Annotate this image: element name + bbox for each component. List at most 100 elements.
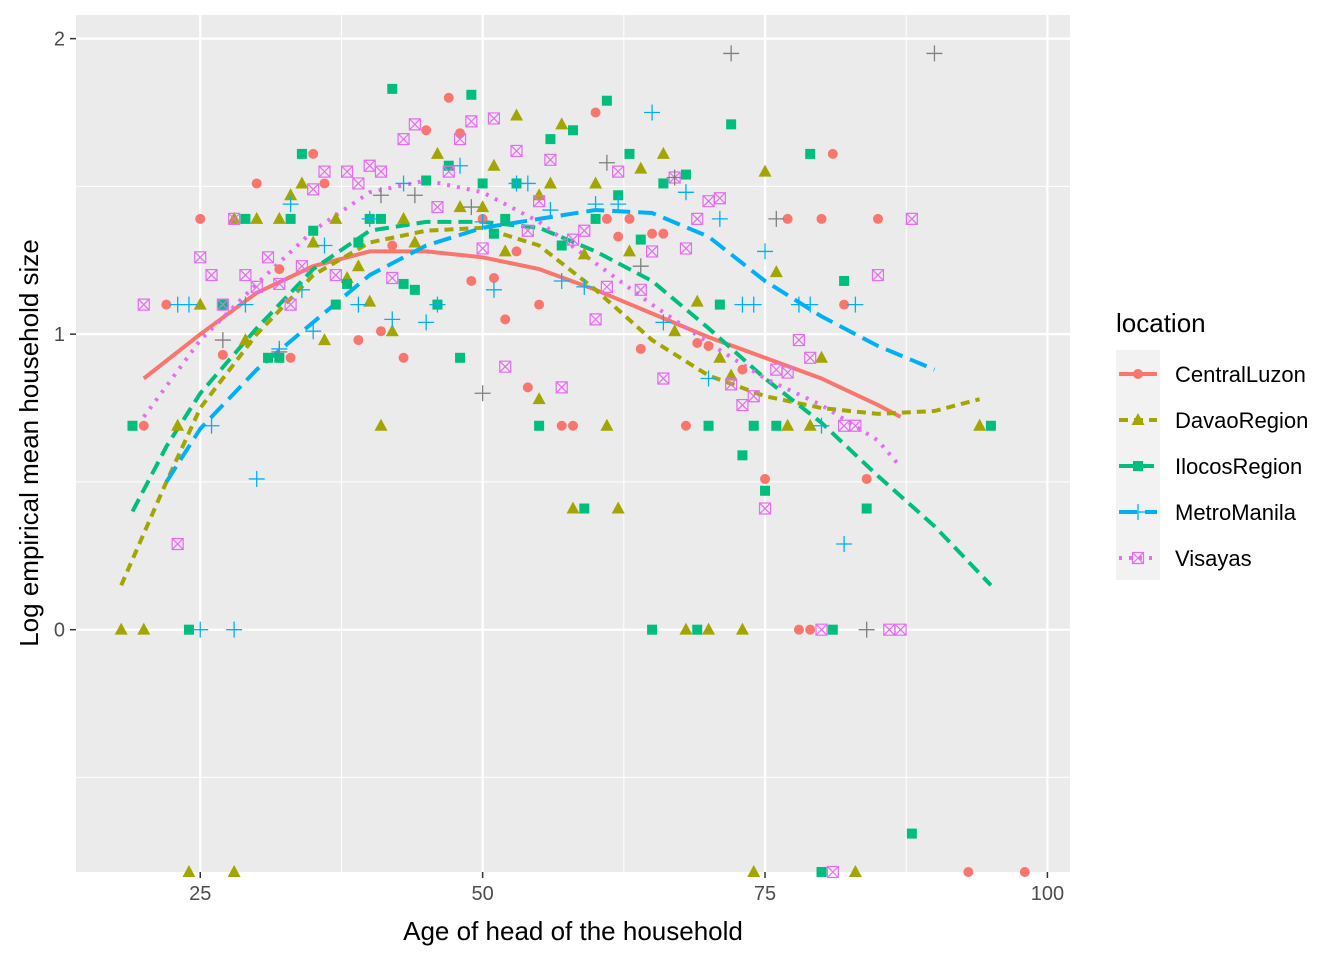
point-centralluzon <box>285 352 296 363</box>
legend-label: IlocosRegion <box>1175 454 1302 479</box>
y-axis-label: Log empirical mean household size <box>14 239 44 647</box>
point-davaoregion <box>656 146 670 159</box>
point-metromanila <box>519 175 536 192</box>
point-metromanila <box>700 370 717 387</box>
point-davaoregion <box>453 200 467 213</box>
point-visayas <box>645 245 659 258</box>
point-centralluzon <box>861 473 872 484</box>
point-unlabeled <box>723 45 740 62</box>
point-ilocosregion <box>488 228 499 239</box>
point-ilocosregion <box>240 213 251 224</box>
point-visayas <box>261 251 275 264</box>
point-ilocosregion <box>985 420 996 431</box>
point-ilocosregion <box>183 624 194 635</box>
point-visayas <box>566 233 580 246</box>
point-centralluzon <box>613 231 624 242</box>
point-metromanila <box>418 314 435 331</box>
point-davaoregion <box>769 265 783 278</box>
point-centralluzon <box>760 473 771 484</box>
point-visayas <box>544 153 557 166</box>
point-centralluzon <box>534 299 545 310</box>
point-ilocosregion <box>545 134 556 145</box>
point-metromanila <box>474 213 491 230</box>
point-visayas <box>792 333 806 347</box>
point-ilocosregion <box>421 175 432 186</box>
point-centralluzon <box>217 349 228 360</box>
point-metromanila <box>757 243 774 260</box>
point-ilocosregion <box>647 624 658 635</box>
point-visayas <box>374 165 388 178</box>
point-metromanila <box>226 621 243 638</box>
point-ilocosregion <box>387 83 398 94</box>
point-ilocosregion <box>342 278 353 289</box>
point-davaoregion <box>250 211 264 224</box>
point-ilocosregion <box>556 240 567 251</box>
point-centralluzon <box>421 125 432 136</box>
legend-label: DavaoRegion <box>1175 408 1308 433</box>
point-visayas <box>871 268 885 282</box>
point-visayas <box>476 242 489 255</box>
point-ilocosregion <box>692 624 703 635</box>
point-visayas <box>894 623 907 636</box>
point-metromanila <box>203 417 220 434</box>
point-visayas <box>589 313 602 326</box>
point-davaoregion <box>487 158 501 171</box>
legend-label: MetroManila <box>1175 500 1297 525</box>
point-visayas <box>465 115 478 128</box>
point-davaoregion <box>318 333 331 346</box>
point-davaoregion <box>622 244 636 257</box>
smooth-line-davaoregion <box>119 225 981 587</box>
point-ilocosregion <box>748 420 759 431</box>
x-tick-label: 25 <box>189 883 211 905</box>
point-ilocosregion <box>308 225 319 236</box>
point-visayas <box>804 351 817 364</box>
point-visayas <box>397 133 410 146</box>
point-visayas <box>228 212 241 226</box>
point-metromanila <box>361 210 378 227</box>
point-davaoregion <box>589 176 603 189</box>
point-metromanila <box>711 210 728 227</box>
point-davaoregion <box>679 622 693 635</box>
point-davaoregion <box>114 622 128 635</box>
point-ilocosregion <box>375 213 386 224</box>
point-visayas <box>431 200 444 214</box>
point-ilocosregion <box>680 169 691 180</box>
point-centralluzon <box>624 213 635 224</box>
point-davaoregion <box>227 865 241 877</box>
point-visayas <box>612 165 625 178</box>
point-ilocosregion <box>409 284 420 295</box>
point-centralluzon <box>647 228 658 239</box>
legend-key-marker <box>1133 369 1143 379</box>
point-ilocosregion <box>353 237 364 248</box>
point-centralluzon <box>568 420 578 431</box>
point-davaoregion <box>227 211 241 224</box>
point-visayas <box>137 298 150 311</box>
legend-title: location <box>1116 308 1206 338</box>
point-davaoregion <box>498 244 512 257</box>
point-visayas <box>691 212 704 226</box>
legend-label: Visayas <box>1175 546 1252 571</box>
point-unlabeled <box>768 210 785 227</box>
point-metromanila <box>237 296 254 313</box>
point-visayas <box>487 112 501 125</box>
point-metromanila <box>576 278 593 295</box>
point-centralluzon <box>387 240 398 251</box>
point-centralluzon <box>556 420 567 431</box>
point-davaoregion <box>611 501 625 514</box>
point-davaoregion <box>555 117 569 130</box>
point-ilocosregion <box>624 148 635 159</box>
point-centralluzon <box>737 364 748 375</box>
point-visayas <box>578 224 591 237</box>
point-ilocosregion <box>263 352 274 363</box>
point-ilocosregion <box>579 503 590 514</box>
point-ilocosregion <box>534 420 545 431</box>
point-visayas <box>250 280 263 293</box>
point-davaoregion <box>476 200 490 213</box>
point-centralluzon <box>511 246 522 257</box>
point-visayas <box>340 165 354 178</box>
point-ilocosregion <box>726 119 737 130</box>
point-visayas <box>555 381 568 394</box>
point-centralluzon <box>680 420 691 431</box>
point-unlabeled <box>632 258 649 275</box>
legend-label: CentralLuzon <box>1175 362 1306 387</box>
